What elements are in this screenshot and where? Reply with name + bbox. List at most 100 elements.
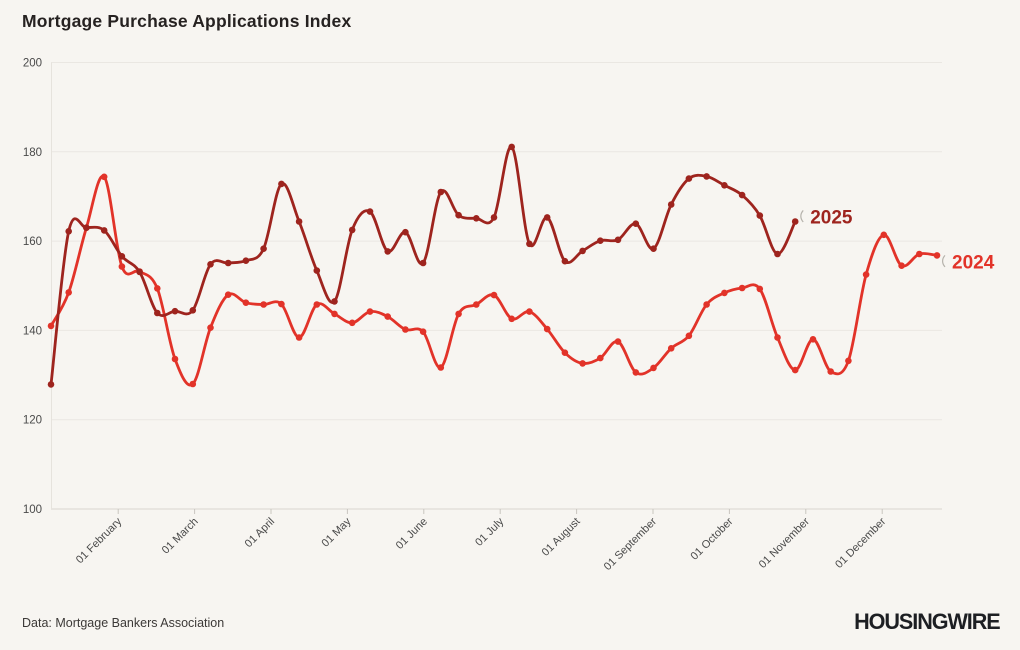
series-2024-point bbox=[916, 250, 923, 258]
series-2024-point bbox=[384, 313, 392, 320]
series-2024-point bbox=[774, 334, 781, 341]
series-2024-point bbox=[100, 173, 108, 181]
series-2025-point bbox=[685, 175, 693, 182]
x-tick-label: 01 December bbox=[833, 515, 888, 570]
series-2024-point bbox=[278, 300, 285, 308]
series-2025-point bbox=[543, 214, 551, 221]
series-2024-point bbox=[242, 299, 250, 307]
x-tick-label: 01 June bbox=[394, 516, 430, 552]
source-note: Data: Mortgage Bankers Association bbox=[22, 616, 225, 630]
series-2025-point bbox=[721, 182, 728, 189]
series-2024-point bbox=[366, 308, 374, 315]
series-2025-point bbox=[65, 228, 72, 235]
series-2024-point bbox=[419, 328, 427, 336]
series-2025-point bbox=[597, 237, 604, 244]
series-2025-point bbox=[118, 252, 126, 260]
series-2024-point bbox=[933, 252, 941, 259]
series-2025-point bbox=[791, 218, 799, 225]
series-2025-point bbox=[278, 180, 285, 188]
series-2025-point bbox=[402, 228, 409, 236]
series-2025-point bbox=[242, 257, 250, 265]
series-2025-point bbox=[136, 268, 143, 276]
series-2024-point bbox=[756, 285, 764, 293]
series-2025-point bbox=[667, 201, 675, 208]
series-2025-point bbox=[774, 250, 781, 258]
y-tick-label: 100 bbox=[23, 504, 42, 516]
series-2025-point bbox=[756, 212, 764, 219]
series-2024-point bbox=[331, 310, 338, 318]
series-2024-point bbox=[526, 308, 533, 315]
series-2025-point bbox=[207, 261, 214, 268]
series-2025-point bbox=[526, 240, 533, 248]
series-2025-point bbox=[419, 259, 427, 267]
series-2024-point bbox=[597, 354, 604, 362]
series-2025-point bbox=[632, 220, 640, 227]
series-2024-point bbox=[614, 338, 622, 345]
series-2025-point bbox=[331, 298, 338, 305]
series-2024-point bbox=[207, 324, 214, 332]
x-tick-label: 01 February bbox=[74, 515, 125, 566]
series-2024-point bbox=[650, 364, 657, 372]
series-2025-point bbox=[83, 224, 90, 231]
series-2024-point bbox=[260, 301, 267, 308]
series-2025-point bbox=[313, 267, 321, 274]
series-2024-point bbox=[827, 368, 834, 375]
series-2024-point bbox=[437, 364, 445, 371]
series-2024-point bbox=[348, 319, 356, 327]
series-2024-point bbox=[154, 285, 161, 292]
series-2025-point bbox=[295, 218, 303, 225]
series-2024-point bbox=[171, 355, 179, 363]
series-2025-point bbox=[703, 173, 710, 180]
series-2025-label: 2025 bbox=[810, 207, 853, 228]
y-tick-label: 180 bbox=[23, 147, 42, 159]
series-2025-point bbox=[614, 236, 622, 244]
series-2024-point bbox=[65, 289, 72, 296]
chart-title: Mortgage Purchase Applications Index bbox=[22, 11, 352, 31]
series-2024-point bbox=[809, 336, 817, 343]
x-tick-label: 01 May bbox=[320, 515, 354, 549]
y-tick-label: 140 bbox=[23, 325, 42, 337]
series-2024-point bbox=[845, 357, 852, 365]
series-2024-point bbox=[473, 301, 480, 308]
series-2024-point bbox=[791, 366, 799, 374]
series-2024-point bbox=[738, 284, 746, 292]
series-2025-point bbox=[473, 215, 480, 222]
series-2024-point bbox=[189, 380, 197, 388]
series-2024-point bbox=[118, 263, 126, 270]
series-2024-point bbox=[561, 349, 569, 357]
series-2025-point bbox=[508, 143, 515, 151]
series-2025-point bbox=[154, 309, 161, 317]
series-2024-label: 2024 bbox=[952, 252, 995, 273]
series-2025-point bbox=[561, 257, 569, 265]
series-2025-point bbox=[348, 226, 356, 234]
y-tick-label: 200 bbox=[23, 58, 42, 70]
label-leader-mark bbox=[800, 210, 804, 223]
x-tick-label: 01 October bbox=[689, 515, 736, 562]
series-2024-point bbox=[898, 262, 905, 270]
y-tick-label: 160 bbox=[23, 236, 42, 248]
series-2025-point bbox=[47, 381, 55, 388]
series-2024-point bbox=[579, 360, 586, 367]
series-2025-point bbox=[224, 259, 232, 267]
series-2025-point bbox=[437, 188, 445, 196]
housingwire-logo: HOUSINGWIRE bbox=[854, 609, 1001, 634]
series-2025-point bbox=[189, 307, 197, 314]
series-2024-point bbox=[402, 326, 409, 333]
series-2024-point bbox=[313, 301, 321, 308]
series-2025-point bbox=[490, 214, 498, 221]
line-chart: 100 120 140 160 180 200 01 February 01 March 01 … bbox=[23, 58, 995, 573]
x-tick-label: 01 July bbox=[473, 515, 506, 548]
series-2025-point bbox=[650, 245, 657, 252]
x-tick-label: 01 April bbox=[243, 516, 277, 550]
y-tick-label: 120 bbox=[23, 415, 42, 427]
series-2025-point bbox=[171, 307, 179, 315]
series-2025-point bbox=[100, 227, 108, 234]
x-tick-label: 01 November bbox=[757, 515, 812, 570]
series-2025-point bbox=[579, 247, 586, 255]
label-leader-mark bbox=[942, 254, 946, 268]
x-tick-label: 01 March bbox=[160, 516, 201, 557]
series-2024-point bbox=[862, 271, 870, 278]
series-2024-point bbox=[721, 289, 728, 297]
series-2024-point bbox=[490, 291, 498, 299]
